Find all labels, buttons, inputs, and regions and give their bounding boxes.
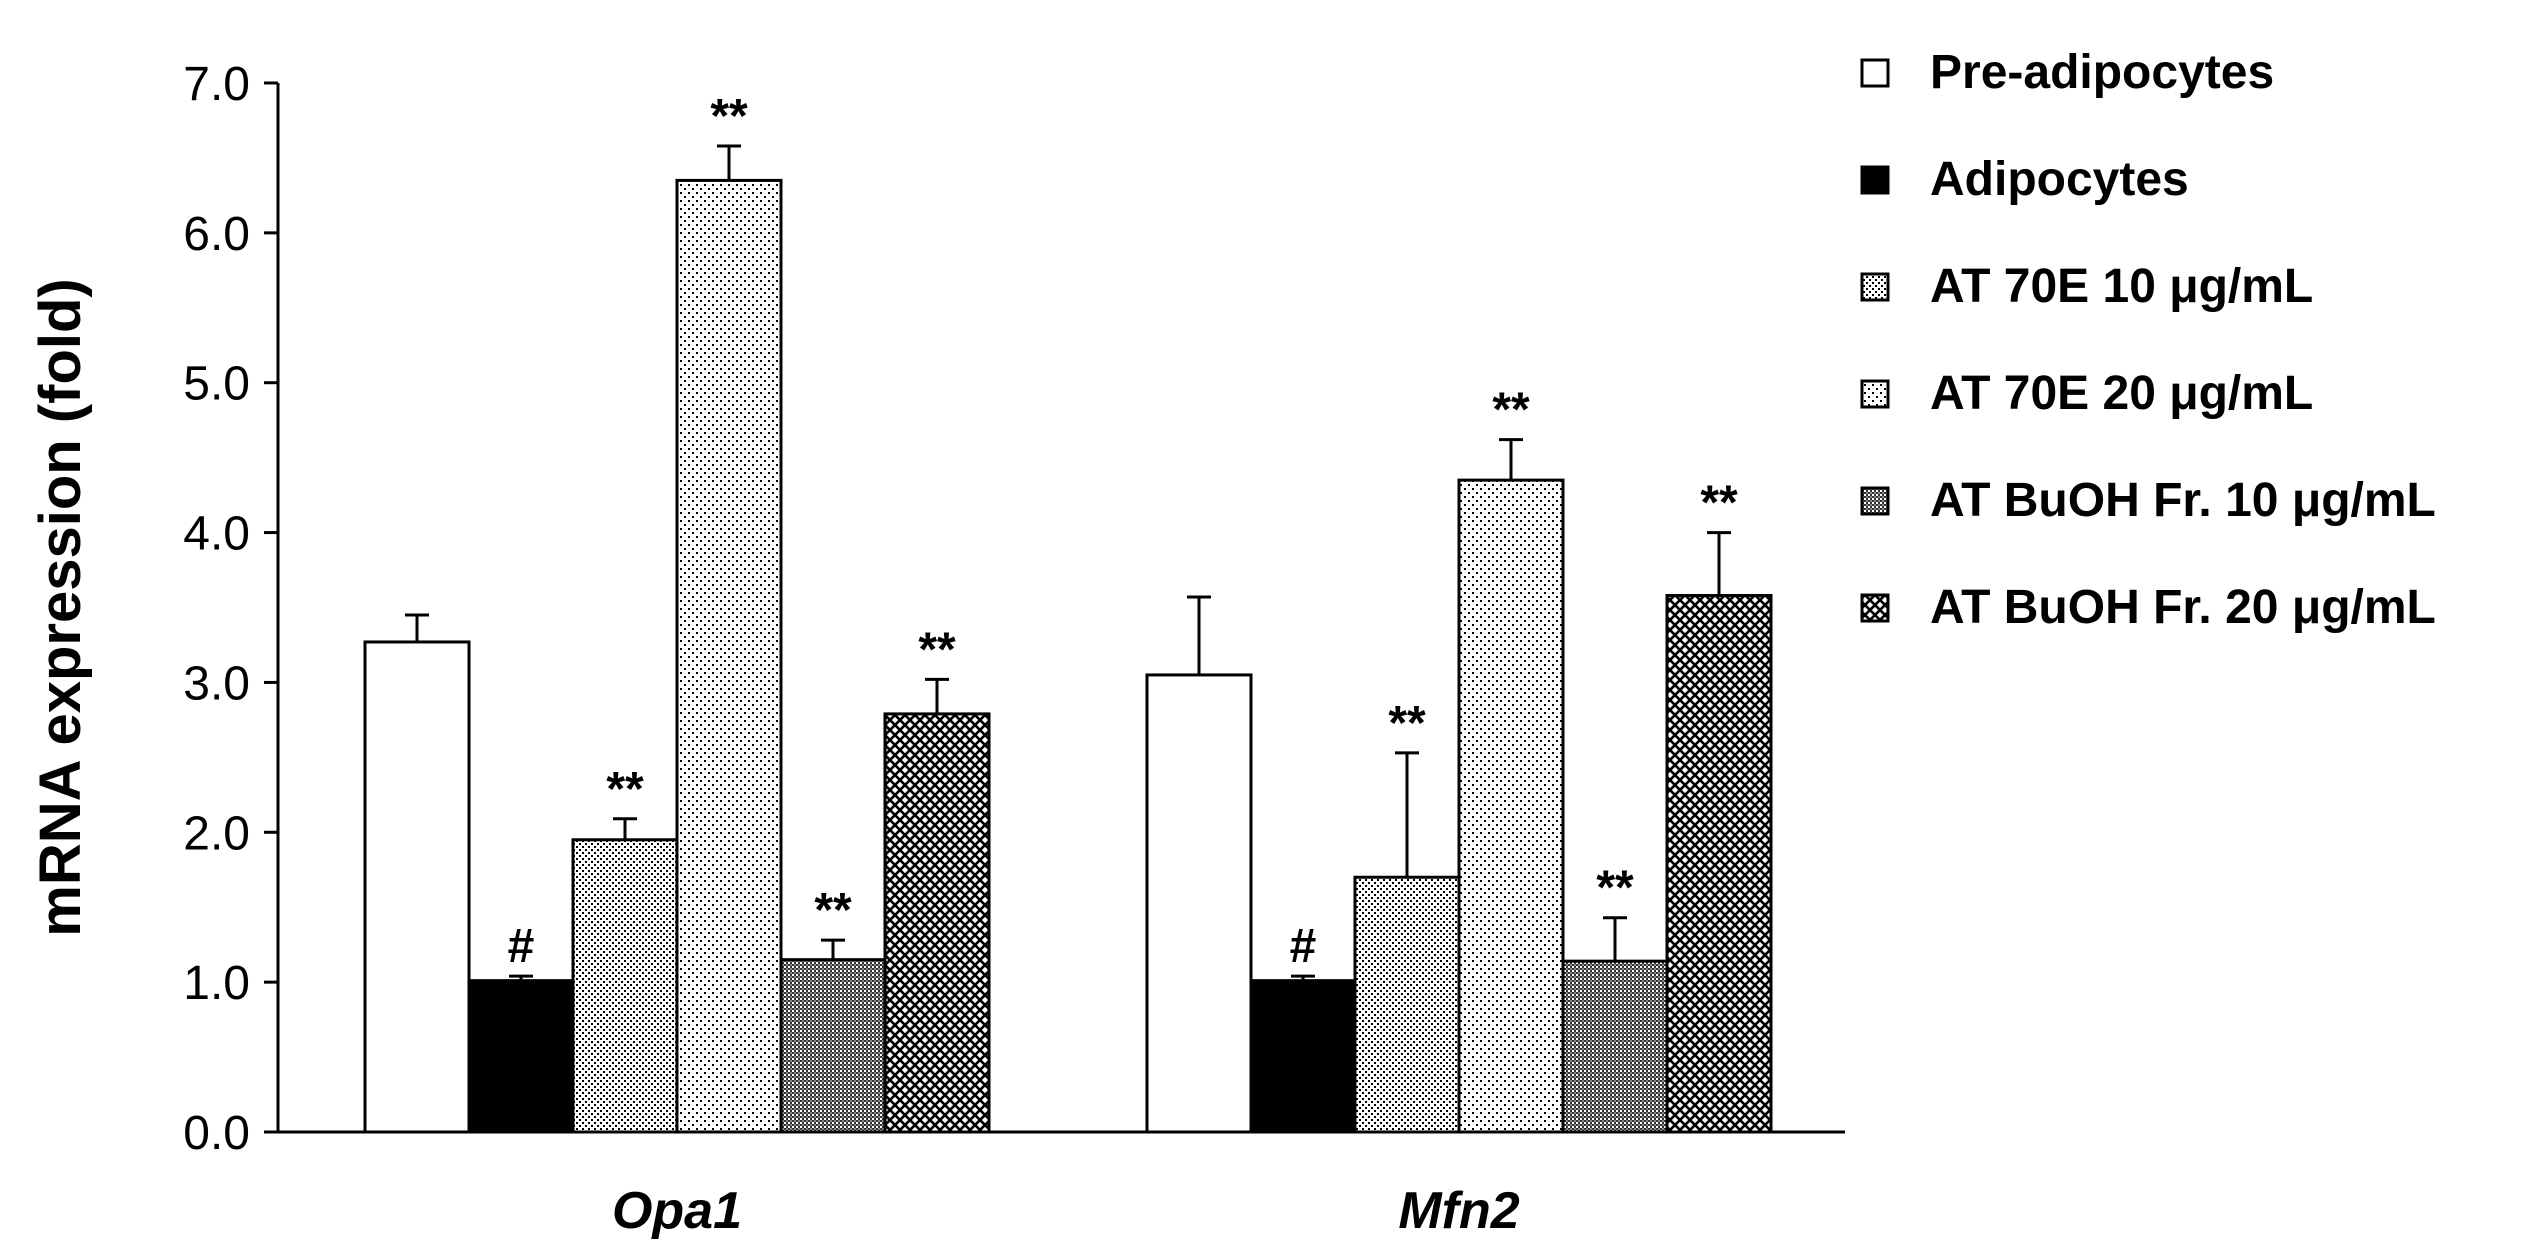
significance-label: ** (814, 884, 852, 937)
bar-opa1-series-2 (571, 838, 679, 1134)
y-tick-label: 5.0 (183, 358, 250, 411)
legend-swatch (1860, 593, 1890, 623)
significance-label: ** (1492, 384, 1530, 437)
significance-label: # (508, 920, 535, 973)
y-axis-title: mRNA expression (fold) (28, 278, 93, 936)
bar-mfn2-series-4 (1561, 959, 1669, 1134)
legend: Pre-adipocytes Adipocytes AT 70E 10 μg/mL A… (1860, 46, 2436, 634)
legend-label: AT 70E 20 μg/mL (1930, 367, 2313, 420)
legend-label: Adipocytes (1930, 153, 2189, 206)
significance-label: ** (1596, 862, 1634, 915)
axes: 0.0 1.0 2.0 3.0 4.0 5.0 6.0 7.0 (183, 58, 1845, 1160)
bar-opa1-series-3 (675, 178, 783, 1134)
legend-swatch (1860, 58, 1890, 88)
bar-opa1-series-5 (883, 712, 991, 1134)
bar-mfn2-series-0 (1145, 673, 1253, 1134)
significance-label: ** (1388, 697, 1426, 750)
significance-label: ** (606, 763, 644, 816)
bar-mfn2-series-1 (1249, 979, 1357, 1134)
significance-label: ** (710, 90, 748, 143)
legend-swatch (1860, 272, 1890, 302)
bar-mfn2-series-3 (1457, 478, 1565, 1134)
axis-labels: mRNA expression (fold) Opa1 Mfn2 (28, 278, 1520, 1240)
legend-swatch (1860, 379, 1890, 409)
y-tick-label: 3.0 (183, 657, 250, 710)
legend-swatch (1860, 486, 1890, 516)
legend-swatch (1860, 165, 1890, 195)
bar-mfn2-series-2 (1353, 875, 1461, 1134)
significance-label: # (1290, 920, 1317, 973)
significance-label: ** (918, 623, 956, 676)
significance-label: ** (1700, 477, 1738, 530)
y-tick-label: 1.0 (183, 957, 250, 1010)
bars (363, 178, 1773, 1134)
significance-labels: # ** ** ** ** # ** ** ** ** (508, 90, 1738, 973)
x-category-label: Opa1 (612, 1182, 742, 1240)
legend-label: Pre-adipocytes (1930, 46, 2274, 99)
legend-label: AT BuOH Fr. 10 μg/mL (1930, 474, 2436, 527)
y-tick-label: 0.0 (183, 1107, 250, 1160)
y-tick-label: 7.0 (183, 58, 250, 111)
error-bars (405, 144, 1731, 981)
legend-label: AT BuOH Fr. 20 μg/mL (1930, 581, 2436, 634)
bar-opa1-series-4 (779, 958, 887, 1134)
legend-label: AT 70E 10 μg/mL (1930, 260, 2313, 313)
bar-opa1-series-1 (467, 979, 575, 1134)
bar-opa1-series-0 (363, 640, 471, 1134)
y-tick-label: 2.0 (183, 807, 250, 860)
y-tick-label: 4.0 (183, 508, 250, 561)
bar-mfn2-series-5 (1665, 594, 1773, 1134)
y-tick-label: 6.0 (183, 208, 250, 261)
x-category-label: Mfn2 (1398, 1182, 1519, 1240)
